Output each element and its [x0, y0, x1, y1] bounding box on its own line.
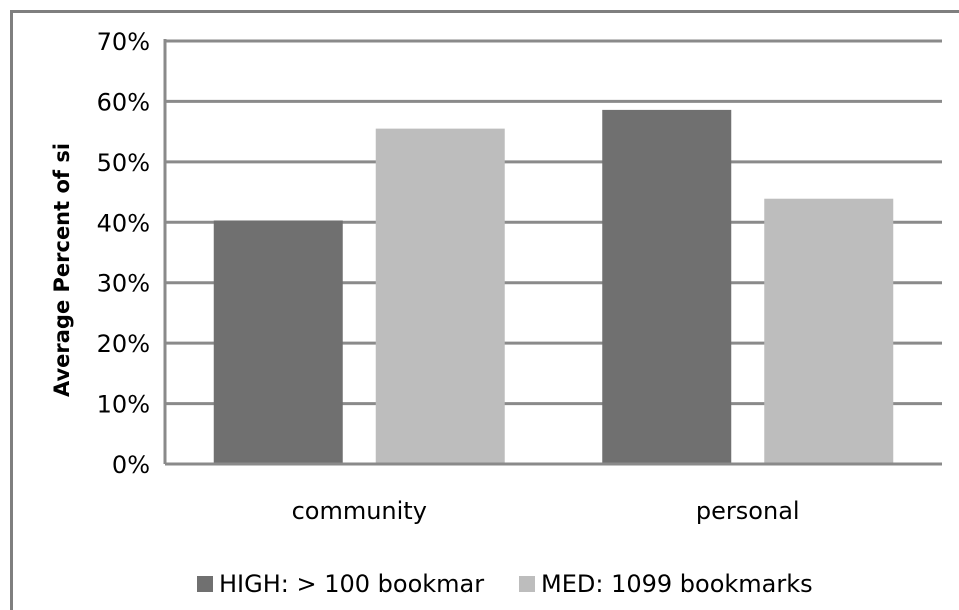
y-tick-label: 50% — [97, 149, 150, 177]
y-tick-label: 30% — [97, 270, 150, 298]
legend-label: HIGH: > 100 bookmar — [219, 570, 484, 593]
legend: HIGH: > 100 bookmar MED: 1099 bookmarks — [197, 570, 813, 593]
bar-personal-series-2 — [764, 198, 894, 464]
y-tick-label: 20% — [97, 330, 150, 358]
y-axis-title: Average Percent of si — [50, 143, 74, 397]
y-tick-label: 70% — [97, 28, 150, 56]
bar-chart: 0% 10% 20% 30% 40% 50% 60% 70% community persona… — [50, 28, 942, 593]
y-tick-label: 0% — [112, 451, 150, 479]
x-category-label: community — [292, 497, 427, 525]
bar-community-series-2 — [375, 128, 505, 464]
legend-swatch — [519, 576, 535, 592]
bars — [213, 109, 894, 464]
axes — [163, 39, 942, 466]
y-tick-labels: 0% 10% 20% 30% 40% 50% 60% 70% — [97, 28, 150, 479]
category-labels: community personal — [292, 497, 800, 525]
chart-frame — [10, 10, 959, 610]
bar-personal-series-1 — [602, 109, 732, 464]
y-tick-label: 10% — [97, 391, 150, 419]
legend-label: MED: 1099 bookmarks — [541, 570, 813, 593]
bar-community-series-1 — [213, 220, 343, 464]
y-tick-label: 40% — [97, 209, 150, 237]
legend-swatch — [197, 576, 213, 592]
x-category-label: personal — [696, 497, 800, 525]
y-tick-label: 60% — [97, 88, 150, 116]
